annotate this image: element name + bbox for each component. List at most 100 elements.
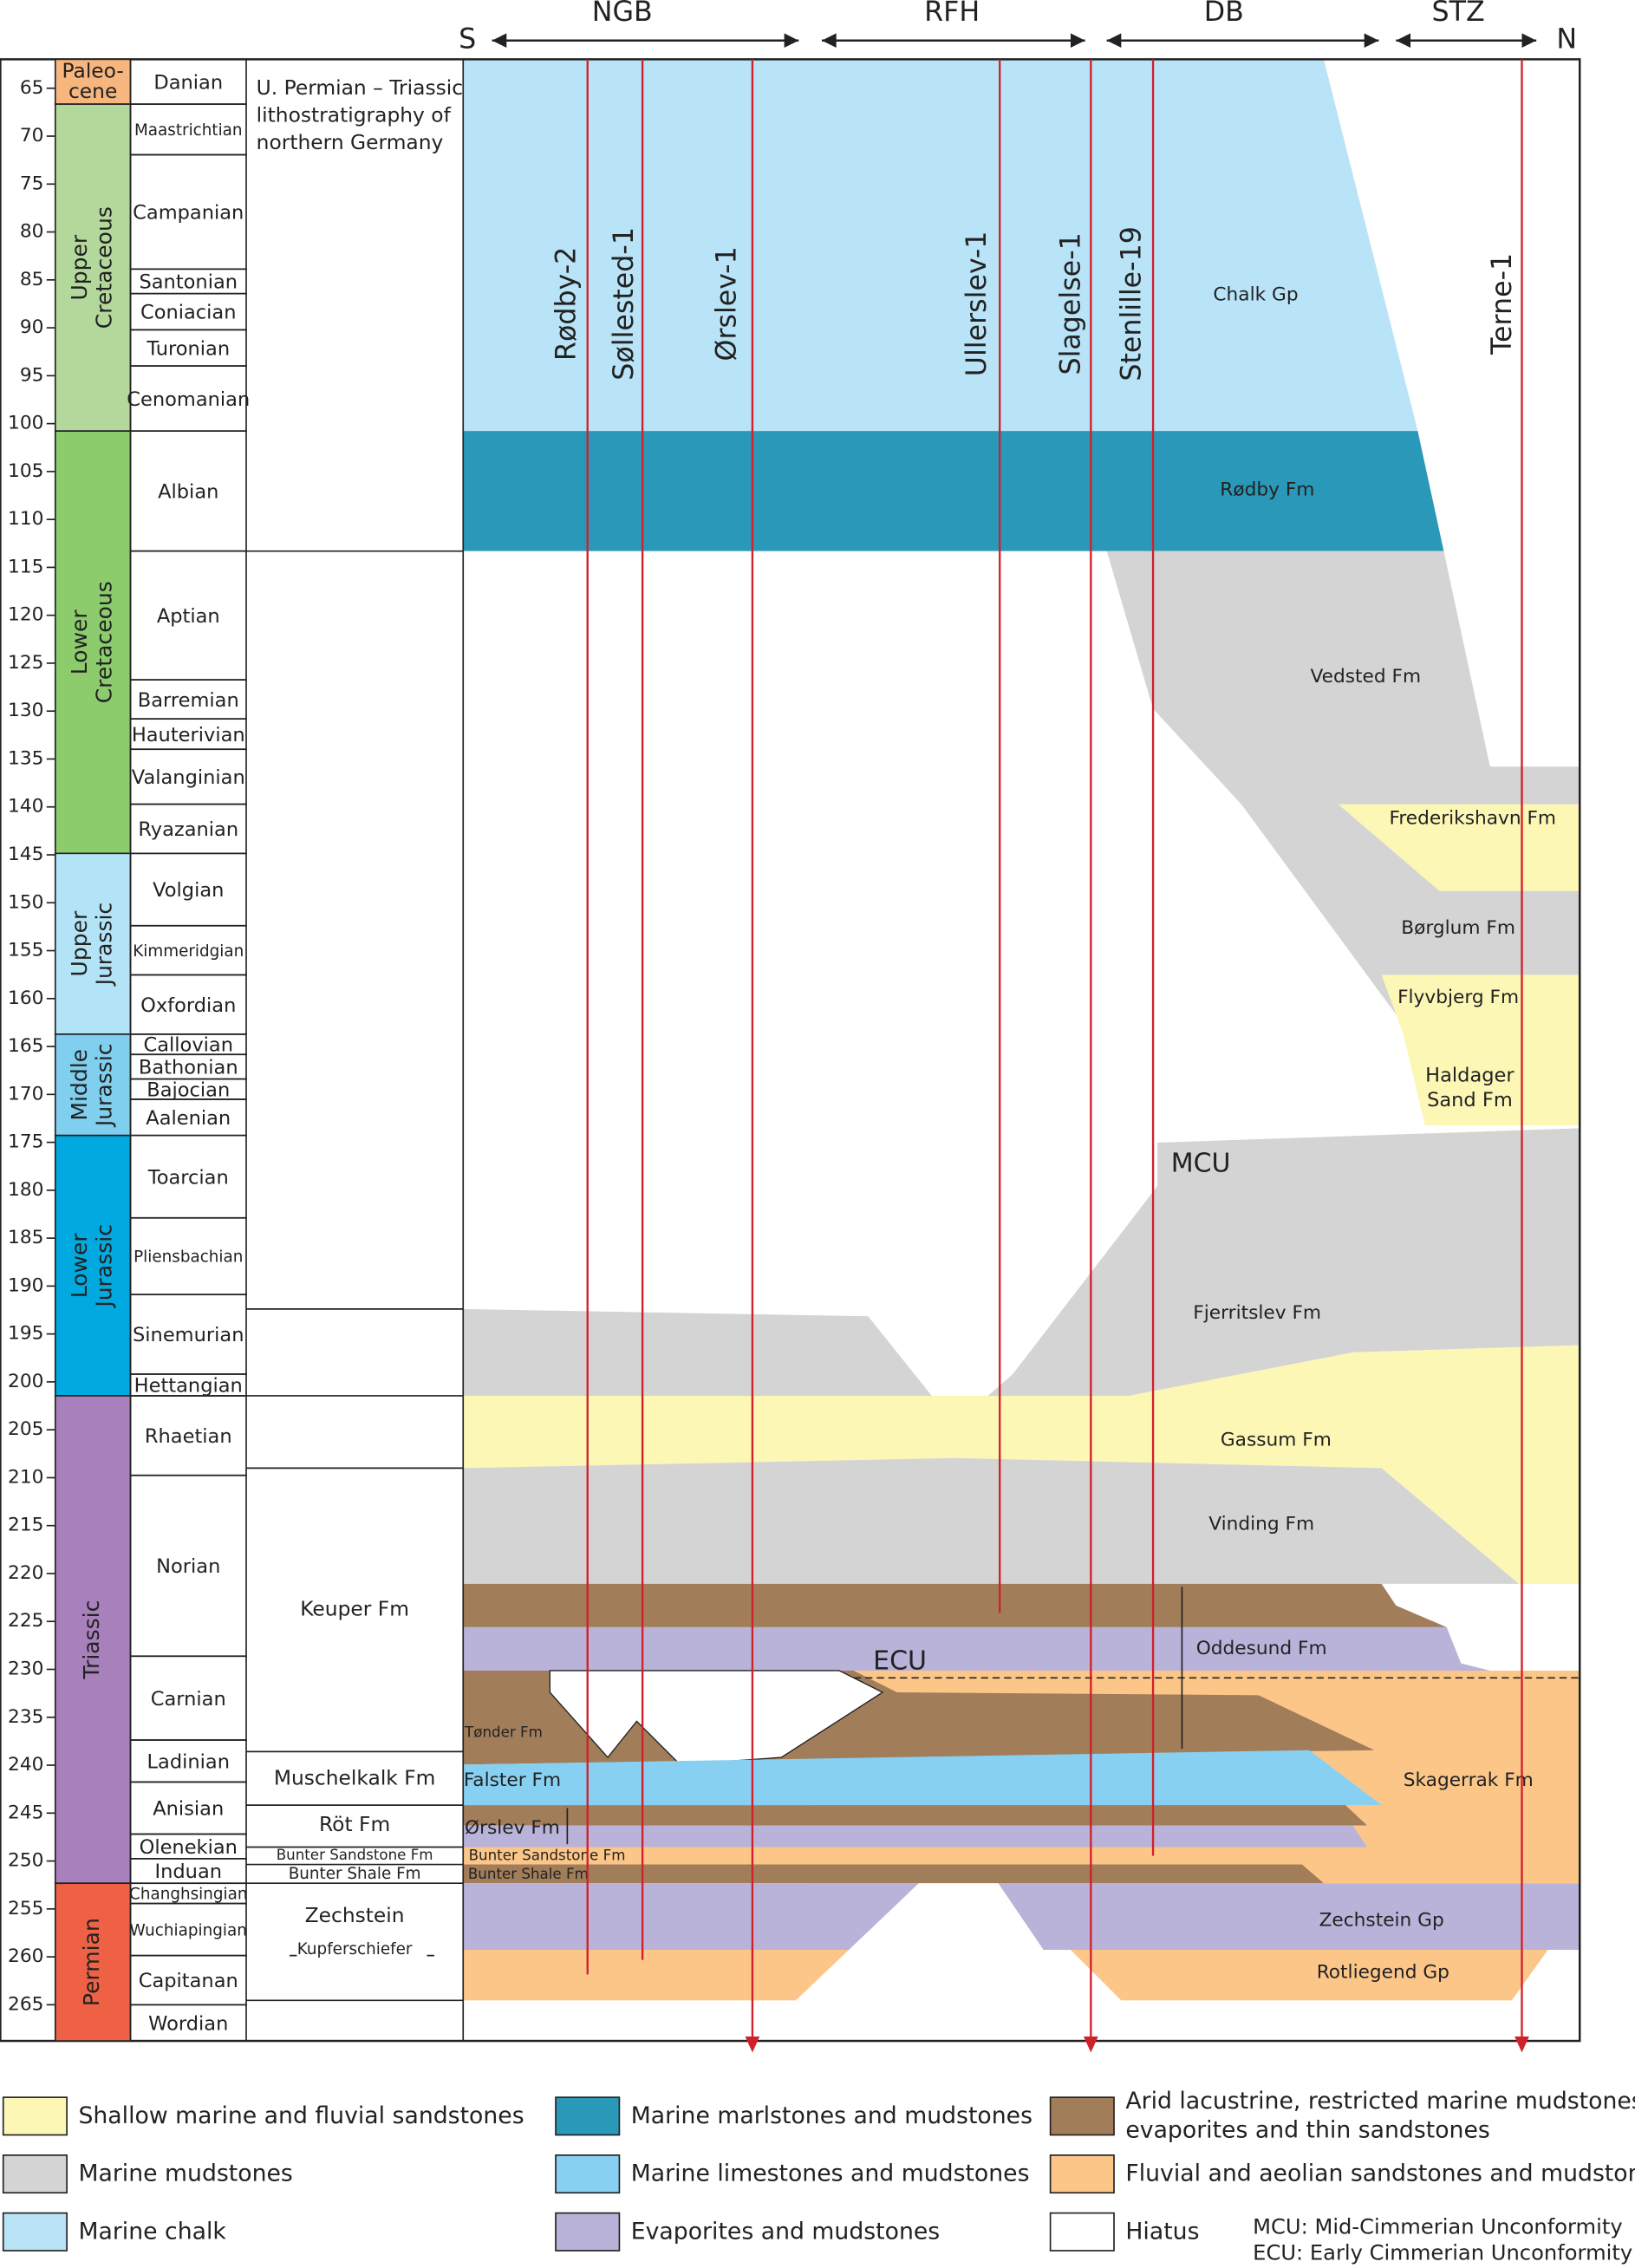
period-label-line: cene xyxy=(68,78,117,102)
period-cell xyxy=(54,1134,132,1397)
formation-label-line: Tønder Fm xyxy=(464,1724,543,1740)
mudstone-area xyxy=(463,1128,1580,1425)
formation-label: Rotliegend Gp xyxy=(1317,1962,1449,1984)
arrow-head xyxy=(1070,33,1085,49)
litho-unit: Keuper Fm xyxy=(300,1596,409,1620)
formation-label: Skagerrak Fm xyxy=(1404,1769,1534,1791)
period-label-line: Upper xyxy=(67,234,92,300)
age-label: 145 xyxy=(8,844,43,865)
period-cell xyxy=(54,1033,132,1137)
formation-label-line: Falster Fm xyxy=(464,1769,561,1791)
age-label: 140 xyxy=(8,796,43,818)
age-label: 65 xyxy=(20,77,44,99)
age-label: 165 xyxy=(8,1035,43,1057)
legend-label: Marine mudstones xyxy=(78,2160,292,2187)
formation-label: Flyvbjerg Fm xyxy=(1397,987,1519,1008)
legend-label: Arid lacustrine, restricted marine mudst… xyxy=(1125,2088,1635,2143)
litho-title-line: lithostratigraphy of xyxy=(257,102,452,127)
arrow-head xyxy=(1396,33,1411,49)
region-label: DB xyxy=(1204,0,1244,28)
well-arrow xyxy=(1083,2037,1098,2053)
stage-label: Bajocian xyxy=(147,1079,230,1101)
period-label: LowerCretaceous xyxy=(67,581,116,703)
stage-label: Cenomanian xyxy=(127,388,250,411)
stage-label: Hauterivian xyxy=(132,724,245,746)
legend-label-line: Hiatus xyxy=(1125,2218,1199,2245)
region-label: STZ xyxy=(1431,0,1484,28)
note: MCU: Mid-Cimmerian Unconformity xyxy=(1253,2214,1622,2239)
limestone-area xyxy=(463,1750,1382,1806)
formation-label: Falster Fm xyxy=(464,1769,561,1791)
age-label: 260 xyxy=(8,1945,43,1967)
fluvial-area xyxy=(463,1847,1580,1865)
region-label: RFH xyxy=(924,0,980,28)
age-label: 120 xyxy=(8,604,43,626)
stage-label: Hettangian xyxy=(134,1375,243,1398)
stage-label: Ryazanian xyxy=(138,818,238,841)
legend-label-line: Marine limestones and mudstones xyxy=(631,2160,1030,2187)
note: ECU: Early Cimmerian Unconformity xyxy=(1253,2240,1632,2265)
arid-area xyxy=(463,1583,1447,1627)
stage-label: Anisian xyxy=(153,1798,224,1821)
formation-label: Haldager Sand Fm xyxy=(1425,1064,1514,1111)
period-cell xyxy=(54,852,132,1035)
litho-unit: Muschelkalk Fm xyxy=(274,1766,436,1790)
age-label: 195 xyxy=(8,1323,43,1345)
age-label: 70 xyxy=(20,125,44,147)
formation-label-line: Bunter Sandstone Fm xyxy=(469,1847,626,1863)
stage-label: Bathonian xyxy=(139,1057,238,1079)
stage-cell xyxy=(129,2004,247,2042)
stage-label: Wordian xyxy=(148,2012,228,2035)
stage-label: Oxfordian xyxy=(140,994,236,1017)
period-label-line: Paleo- xyxy=(62,58,123,82)
legend-label: Fluvial and aeolian sandstones and mudst… xyxy=(1125,2160,1635,2187)
formation-label: Ørslev Fm xyxy=(465,1817,560,1839)
period-label-line: Cretaceous xyxy=(91,581,116,703)
period-label-line: Jurassic xyxy=(91,1224,116,1309)
sandstone-area xyxy=(1338,804,1580,891)
period-label: UpperJurassic xyxy=(67,903,116,987)
stage-label: Ladinian xyxy=(147,1750,230,1773)
litho-unit: Bunter Sandstone Fm xyxy=(277,1847,433,1863)
age-label: 180 xyxy=(8,1179,43,1201)
stage-label: Aalenian xyxy=(146,1107,231,1130)
age-label: 215 xyxy=(8,1515,43,1536)
legend-label: Hiatus xyxy=(1125,2218,1199,2245)
label-bg xyxy=(296,1940,427,1958)
evaporite-area xyxy=(463,1626,1490,1671)
stage-label: Santonian xyxy=(139,271,238,294)
stage-label: Capitanan xyxy=(139,1970,238,1992)
marl-area xyxy=(463,431,1444,551)
legend-swatch xyxy=(2,2154,68,2194)
stage-label: Changhsingian xyxy=(129,1886,247,1904)
legend-label-line: Shallow marine and fluvial sandstones xyxy=(78,2102,524,2128)
period-label-line: Jurassic xyxy=(91,1043,116,1128)
unconformity-label: ECU xyxy=(873,1646,927,1676)
stage-label: Turonian xyxy=(146,337,230,360)
sandstone-area xyxy=(1403,1033,1580,1125)
age-label: 85 xyxy=(20,269,44,290)
age-label: 75 xyxy=(20,173,44,194)
well-label: Ullerslev-1 xyxy=(961,231,993,377)
stage-label: Induan xyxy=(154,1861,222,1883)
well-label: Slagelse-1 xyxy=(1056,232,1087,375)
direction-label: S xyxy=(459,24,476,55)
sandstone-area xyxy=(463,1345,1580,1584)
formation-label-line: Zechstein Gp xyxy=(1319,1910,1444,1932)
formation-label-line: Ørslev Fm xyxy=(465,1817,560,1839)
period-label-line: Lower xyxy=(67,609,92,675)
age-label: 90 xyxy=(20,316,44,338)
stage-label: Barremian xyxy=(138,689,239,712)
stage-label: Volgian xyxy=(153,879,224,902)
age-label: 105 xyxy=(8,460,43,482)
stage-label: Albian xyxy=(158,481,218,504)
age-label: 265 xyxy=(8,1993,43,2015)
formation-label-line: Vedsted Fm xyxy=(1311,666,1422,688)
legend-label-line: Fluvial and aeolian sandstones and mudst… xyxy=(1125,2160,1635,2187)
legend-label: Marine chalk xyxy=(78,2218,226,2245)
formation-label-line: Børglum Fm xyxy=(1401,917,1515,939)
age-label: 240 xyxy=(8,1754,43,1776)
stage-label: Aptian xyxy=(157,605,220,628)
age-label: 225 xyxy=(8,1610,43,1632)
evaporite-area xyxy=(463,1825,1367,1848)
